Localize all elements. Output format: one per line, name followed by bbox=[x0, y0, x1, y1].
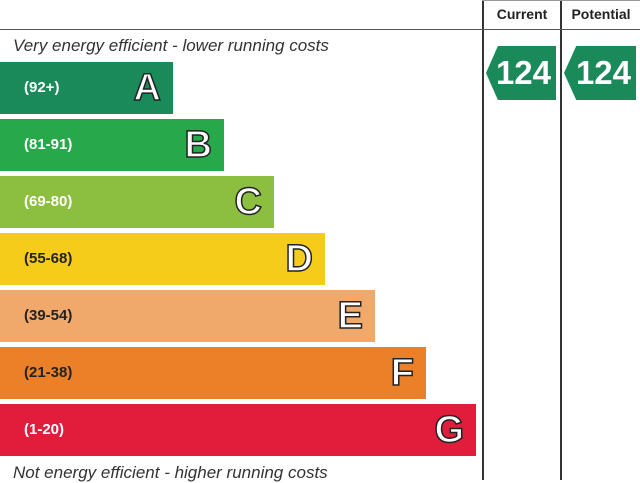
band-d: (55-68) D bbox=[0, 233, 325, 285]
band-range: (55-68) bbox=[24, 250, 73, 267]
current-rating-value: 124 bbox=[495, 54, 551, 91]
band-range: (21-38) bbox=[24, 364, 73, 381]
band-letter: D bbox=[285, 237, 314, 281]
header-rule bbox=[0, 29, 640, 30]
caption-top: Very energy efficient - lower running co… bbox=[13, 36, 329, 55]
band-letter: A bbox=[133, 66, 162, 110]
band-g: (1-20) G bbox=[0, 404, 476, 456]
band-c: (69-80) C bbox=[0, 176, 274, 228]
band-letter: F bbox=[390, 351, 415, 395]
divider-potential bbox=[560, 0, 562, 480]
band-f: (21-38) F bbox=[0, 347, 426, 399]
band-range: (39-54) bbox=[24, 307, 73, 324]
band-range: (81-91) bbox=[24, 136, 73, 153]
band-letter: C bbox=[234, 180, 263, 224]
band-range: (69-80) bbox=[24, 193, 73, 210]
band-letter: E bbox=[337, 294, 364, 338]
band-b: (81-91) B bbox=[0, 119, 224, 171]
current-rating-arrow: 124 bbox=[486, 46, 556, 100]
band-e: (39-54) E bbox=[0, 290, 375, 342]
band-range: (1-20) bbox=[24, 421, 65, 438]
potential-header: Potential bbox=[571, 6, 631, 22]
band-range: (92+) bbox=[24, 79, 60, 96]
caption-bottom: Not energy efficient - higher running co… bbox=[13, 463, 328, 482]
band-letter: B bbox=[184, 123, 213, 167]
band-letter: G bbox=[434, 408, 465, 452]
top-rule bbox=[482, 0, 640, 1]
divider-current bbox=[482, 0, 484, 480]
band-a: (92+) A bbox=[0, 62, 173, 114]
potential-rating-arrow: 124 bbox=[564, 46, 636, 100]
current-header: Current bbox=[496, 6, 548, 22]
potential-rating-value: 124 bbox=[575, 54, 631, 91]
